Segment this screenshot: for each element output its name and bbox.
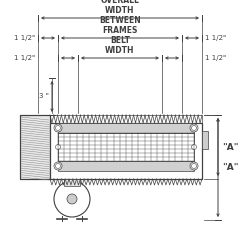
Circle shape bbox=[190, 162, 198, 170]
Circle shape bbox=[192, 125, 197, 131]
Bar bbox=[58, 133, 194, 161]
Circle shape bbox=[54, 124, 62, 132]
Circle shape bbox=[192, 164, 197, 168]
Text: 1 1/2": 1 1/2" bbox=[205, 55, 226, 61]
Bar bbox=[202, 131, 208, 149]
Circle shape bbox=[67, 194, 77, 204]
Text: OVERALL
WIDTH: OVERALL WIDTH bbox=[101, 0, 139, 15]
Circle shape bbox=[190, 124, 198, 132]
Text: 1 1/2": 1 1/2" bbox=[14, 55, 35, 61]
Circle shape bbox=[55, 164, 60, 168]
Circle shape bbox=[55, 125, 60, 131]
Bar bbox=[58, 161, 194, 171]
Text: 1 1/2": 1 1/2" bbox=[14, 35, 35, 41]
Text: "A": "A" bbox=[222, 143, 239, 152]
Circle shape bbox=[54, 181, 90, 217]
Text: 1 1/2": 1 1/2" bbox=[205, 35, 226, 41]
Text: "A": "A" bbox=[222, 163, 239, 172]
Bar bbox=[64, 179, 80, 186]
Bar bbox=[20, 115, 50, 179]
Bar bbox=[50, 115, 202, 123]
Text: 3 ": 3 " bbox=[39, 94, 49, 100]
Circle shape bbox=[55, 145, 60, 149]
Text: BELT
WIDTH: BELT WIDTH bbox=[105, 36, 135, 55]
Text: BETWEEN
FRAMES: BETWEEN FRAMES bbox=[99, 16, 141, 35]
Bar bbox=[50, 123, 202, 179]
Bar bbox=[20, 115, 50, 179]
Circle shape bbox=[192, 145, 197, 149]
Circle shape bbox=[54, 162, 62, 170]
Bar bbox=[58, 123, 194, 133]
